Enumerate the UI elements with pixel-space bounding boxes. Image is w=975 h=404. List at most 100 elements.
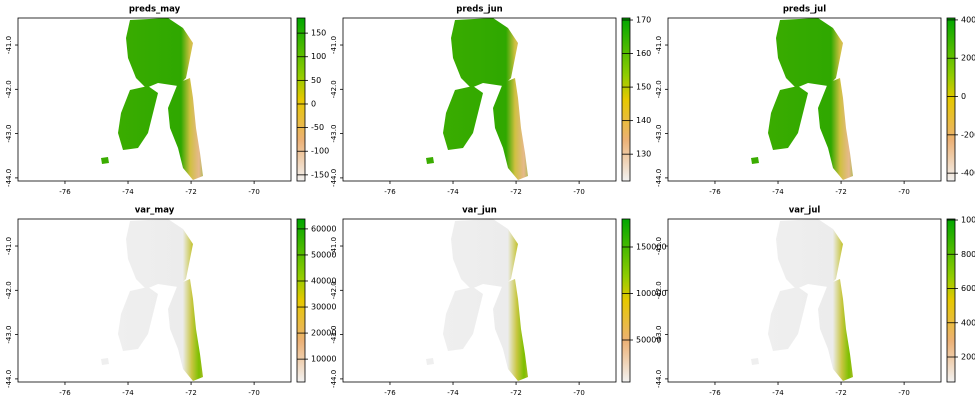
y-tick-label: -44.0 xyxy=(330,370,338,388)
colorbar-tick-label: 0 xyxy=(311,99,316,108)
x-tick-label: -76 xyxy=(709,188,721,196)
x-tick-label: -72 xyxy=(510,188,521,196)
x-tick-label: -76 xyxy=(709,389,721,397)
x-tick-label: -72 xyxy=(185,389,196,397)
y-tick-label: -43.0 xyxy=(5,326,13,344)
x-tick-label: -74 xyxy=(122,188,134,196)
colorbar-tick-label: 10000 xyxy=(311,355,336,364)
x-tick-label: -72 xyxy=(510,389,521,397)
panel-title: var_jun xyxy=(462,206,497,216)
colorbar xyxy=(296,17,306,182)
y-tick-label: -43.0 xyxy=(655,326,663,344)
colorbar-tick-label: -150 xyxy=(311,170,329,179)
colorbar-tick-label: 50 xyxy=(311,76,321,85)
y-tick-label: -41.0 xyxy=(330,36,338,54)
colorbar xyxy=(621,218,631,383)
y-tick-label: -43.0 xyxy=(5,125,13,143)
colorbar-tick-label: 130 xyxy=(636,150,651,159)
panel-title: var_may xyxy=(135,206,175,216)
y-tick-label: -41.0 xyxy=(655,36,663,54)
x-tick-label: -76 xyxy=(59,389,71,397)
colorbar-tick-label: -50 xyxy=(311,123,324,132)
land-raster xyxy=(101,219,203,381)
y-tick-label: -42.0 xyxy=(5,281,13,299)
y-tick-label: -43.0 xyxy=(330,326,338,344)
y-tick-label: -42.0 xyxy=(655,80,663,98)
y-tick-label: -44.0 xyxy=(5,169,13,187)
colorbar-tick-label: 400 xyxy=(961,15,975,24)
land-raster xyxy=(426,219,528,381)
y-tick-label: -41.0 xyxy=(5,36,13,54)
x-tick-label: -70 xyxy=(573,389,584,397)
x-tick-label: -76 xyxy=(384,389,396,397)
colorbar-tick-label: 150 xyxy=(311,29,326,38)
panel-title: preds_jul xyxy=(783,5,826,15)
y-tick-label: -42.0 xyxy=(330,281,338,299)
colorbar xyxy=(621,17,631,182)
colorbar xyxy=(296,218,306,383)
y-tick-label: -42.0 xyxy=(655,281,663,299)
colorbar-tick-label: 20000 xyxy=(311,329,336,338)
colorbar-tick-label: 50000 xyxy=(636,335,661,344)
x-tick-label: -74 xyxy=(772,188,784,196)
colorbar xyxy=(946,17,956,182)
map-frame xyxy=(17,17,292,182)
colorbar-tick-label: 100 xyxy=(311,52,326,61)
y-tick-label: -41.0 xyxy=(330,237,338,255)
y-tick-label: -43.0 xyxy=(330,125,338,143)
map-frame xyxy=(342,218,617,383)
land-raster xyxy=(101,18,203,180)
x-tick-label: -76 xyxy=(59,188,71,196)
colorbar-tick-label: 200 xyxy=(961,353,975,362)
panel-title: preds_may xyxy=(129,5,181,15)
colorbar-tick-label: -100 xyxy=(311,147,329,156)
y-tick-label: -44.0 xyxy=(330,169,338,187)
colorbar-tick-label: 0 xyxy=(961,92,966,101)
colorbar-tick-label: -200 xyxy=(961,130,975,139)
map-frame xyxy=(342,17,617,182)
colorbar-tick-label: 600 xyxy=(961,284,975,293)
land-raster xyxy=(426,18,528,180)
y-tick-label: -41.0 xyxy=(5,237,13,255)
colorbar-tick-label: 30000 xyxy=(311,303,336,312)
map-frame xyxy=(667,17,942,182)
y-tick-label: -44.0 xyxy=(5,370,13,388)
x-tick-label: -74 xyxy=(772,389,784,397)
y-tick-label: -43.0 xyxy=(655,125,663,143)
colorbar-tick-label: 200 xyxy=(961,54,975,63)
colorbar-tick-label: 800 xyxy=(961,250,975,259)
x-tick-label: -70 xyxy=(248,389,259,397)
x-tick-label: -74 xyxy=(122,389,134,397)
colorbar-tick-label: 160 xyxy=(636,49,651,58)
x-tick-label: -76 xyxy=(384,188,396,196)
colorbar-tick-label: 150000 xyxy=(636,242,667,251)
y-tick-label: -41.0 xyxy=(655,237,663,255)
colorbar-tick-label: 170 xyxy=(636,16,651,25)
panel-title: preds_jun xyxy=(456,5,502,15)
panel-title: var_jul xyxy=(789,206,821,216)
map-frame xyxy=(667,218,942,383)
colorbar-tick-label: 150 xyxy=(636,83,651,92)
colorbar-tick-label: 140 xyxy=(636,116,651,125)
x-tick-label: -70 xyxy=(898,389,909,397)
x-tick-label: -70 xyxy=(248,188,259,196)
colorbar xyxy=(946,218,956,383)
y-tick-label: -42.0 xyxy=(330,80,338,98)
x-tick-label: -72 xyxy=(185,188,196,196)
x-tick-label: -74 xyxy=(447,389,459,397)
land-raster xyxy=(751,18,853,180)
x-tick-label: -70 xyxy=(573,188,584,196)
colorbar-tick-label: -400 xyxy=(961,169,975,178)
colorbar-tick-label: 60000 xyxy=(311,224,336,233)
x-tick-label: -70 xyxy=(898,188,909,196)
land-raster xyxy=(751,219,853,381)
y-tick-label: -44.0 xyxy=(655,370,663,388)
x-tick-label: -72 xyxy=(835,389,846,397)
colorbar-tick-label: 40000 xyxy=(311,276,336,285)
colorbar-tick-label: 1000 xyxy=(961,216,975,225)
y-tick-label: -44.0 xyxy=(655,169,663,187)
colorbar-tick-label: 50000 xyxy=(311,250,336,259)
colorbar-tick-label: 100000 xyxy=(636,289,667,298)
x-tick-label: -74 xyxy=(447,188,459,196)
